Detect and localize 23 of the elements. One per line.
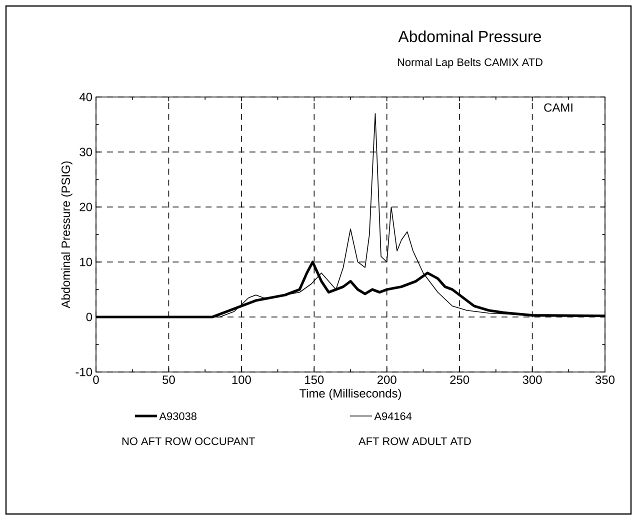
y-tick-label: 10 bbox=[80, 258, 92, 266]
annotation: CAMI bbox=[544, 103, 572, 112]
x-tick-label: 150 bbox=[305, 376, 324, 384]
x-tick-label: 350 bbox=[595, 376, 615, 384]
legend-label: A93038 bbox=[159, 412, 196, 420]
x-tick-label: 300 bbox=[522, 376, 542, 384]
legend-label: A94164 bbox=[374, 412, 412, 420]
x-tick-label: 50 bbox=[162, 376, 175, 384]
x-tick-label: 100 bbox=[232, 376, 251, 384]
y-tick-label: 40 bbox=[79, 92, 92, 102]
x-tick-label: 0 bbox=[93, 376, 99, 384]
y-tick-label: 0 bbox=[86, 312, 92, 322]
x-tick-label: 250 bbox=[450, 376, 470, 384]
y-tick-label: 20 bbox=[80, 202, 92, 212]
chart-title: Abdominal Pressure bbox=[398, 30, 542, 42]
y-axis-title: Abdominal Pressure (PSIG) bbox=[61, 162, 72, 308]
text: NO AFT ROW OCCUPANT bbox=[122, 437, 256, 446]
x-tick-label: 200 bbox=[377, 376, 396, 384]
x-axis-title: Time (Milliseconds) bbox=[300, 388, 401, 400]
text: AFT ROW ADULT ATD bbox=[358, 437, 471, 446]
y-tick-label: -10 bbox=[76, 368, 92, 376]
chart-subtitle: Normal Lap Belts CAMIX ATD bbox=[398, 58, 542, 68]
y-tick-label: 30 bbox=[80, 148, 92, 156]
